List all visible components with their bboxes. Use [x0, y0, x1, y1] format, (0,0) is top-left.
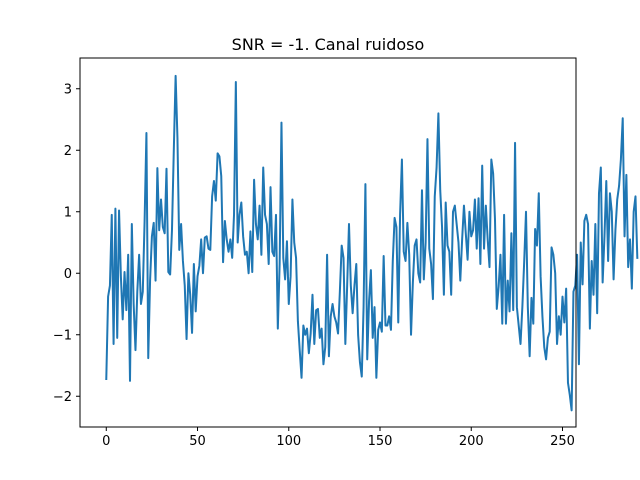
y-tick-label: −1 [53, 328, 72, 343]
x-tick-label: 250 [550, 434, 575, 449]
x-tick-label: 0 [102, 434, 110, 449]
x-tick-label: 150 [368, 434, 393, 449]
series-line-0 [105, 74, 639, 412]
x-tick-label: 100 [276, 434, 301, 449]
y-tick-label: −2 [53, 390, 72, 405]
x-tick-label: 200 [459, 434, 484, 449]
axes: 0 50 100 150 200 250 −2 −1 0 1 2 3 [53, 57, 577, 449]
plot-area [105, 74, 639, 412]
axes-frame [79, 57, 577, 428]
x-tick-label: 50 [189, 434, 206, 449]
y-tick-label: 2 [64, 144, 72, 159]
chart-title: SNR = -1. Canal ruidoso [232, 35, 425, 54]
y-tick-label: 3 [64, 82, 72, 97]
y-tick-label: 0 [64, 267, 72, 282]
y-tick-label: 1 [64, 205, 72, 220]
